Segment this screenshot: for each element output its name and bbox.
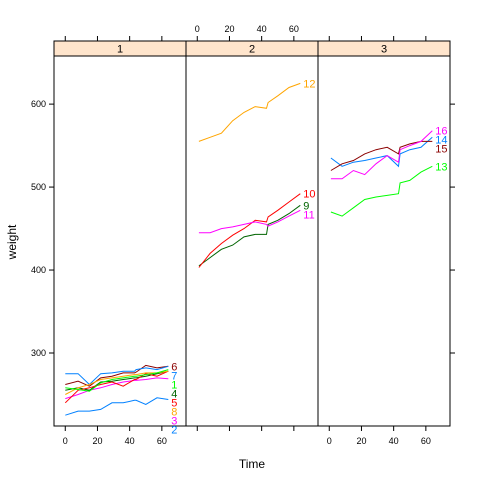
series-line-13 — [330, 165, 433, 217]
y-axis-title: weight — [5, 224, 19, 260]
series-label-6: 6 — [171, 361, 177, 373]
series-line-14 — [330, 136, 433, 168]
series-line-3 — [65, 377, 169, 400]
series-label-10: 10 — [303, 189, 315, 201]
series-label-11: 11 — [303, 209, 314, 221]
series-label-5: 5 — [171, 397, 177, 409]
series-line-15 — [330, 140, 433, 171]
panel-frame-2 — [185, 55, 319, 427]
series-line-4 — [65, 370, 169, 391]
x-tick-label: 20 — [92, 436, 102, 446]
x-tick-label: 60 — [289, 24, 299, 34]
y-tick-label: 600 — [31, 99, 46, 109]
x-tick-label: 60 — [421, 436, 431, 446]
series-line-7 — [65, 365, 169, 386]
strip-label-2: 2 — [249, 44, 255, 56]
x-axis-title: Time — [239, 457, 266, 471]
x-tick-label: 0 — [327, 436, 332, 446]
series-label-4: 4 — [171, 388, 177, 400]
series-label-2: 2 — [171, 424, 177, 436]
series-label-9: 9 — [303, 200, 309, 212]
series-line-6 — [65, 364, 169, 387]
panel-frame-3 — [317, 55, 451, 427]
x-tick-label: 40 — [125, 436, 135, 446]
x-tick-label: 40 — [257, 24, 267, 34]
series-line-1 — [65, 369, 169, 392]
series-label-7: 7 — [171, 370, 177, 382]
series-label-16: 16 — [435, 126, 447, 138]
x-tick-label: 0 — [195, 24, 200, 34]
strip-label-3: 3 — [381, 44, 387, 56]
series-line-9 — [198, 204, 301, 267]
series-line-8 — [65, 370, 169, 395]
series-label-13: 13 — [435, 161, 447, 173]
series-line-2 — [65, 397, 169, 416]
series-line-16 — [330, 130, 433, 180]
series-line-10 — [198, 193, 301, 268]
series-label-1: 1 — [171, 379, 177, 391]
x-tick-label: 20 — [356, 436, 366, 446]
y-tick-label: 400 — [31, 265, 46, 275]
series-line-11 — [198, 209, 301, 234]
x-tick-label: 40 — [389, 436, 399, 446]
x-tick-label: 60 — [157, 436, 167, 446]
series-line-12 — [198, 82, 301, 142]
y-tick-label: 300 — [31, 348, 46, 358]
strip-label-1: 1 — [117, 44, 123, 56]
x-tick-label: 0 — [63, 436, 68, 446]
series-label-8: 8 — [171, 406, 177, 418]
series-label-14: 14 — [435, 135, 447, 147]
y-tick-label: 500 — [31, 182, 46, 192]
series-label-12: 12 — [303, 78, 315, 90]
series-label-15: 15 — [435, 144, 447, 156]
series-label-3: 3 — [171, 415, 177, 427]
x-tick-label: 20 — [224, 24, 234, 34]
